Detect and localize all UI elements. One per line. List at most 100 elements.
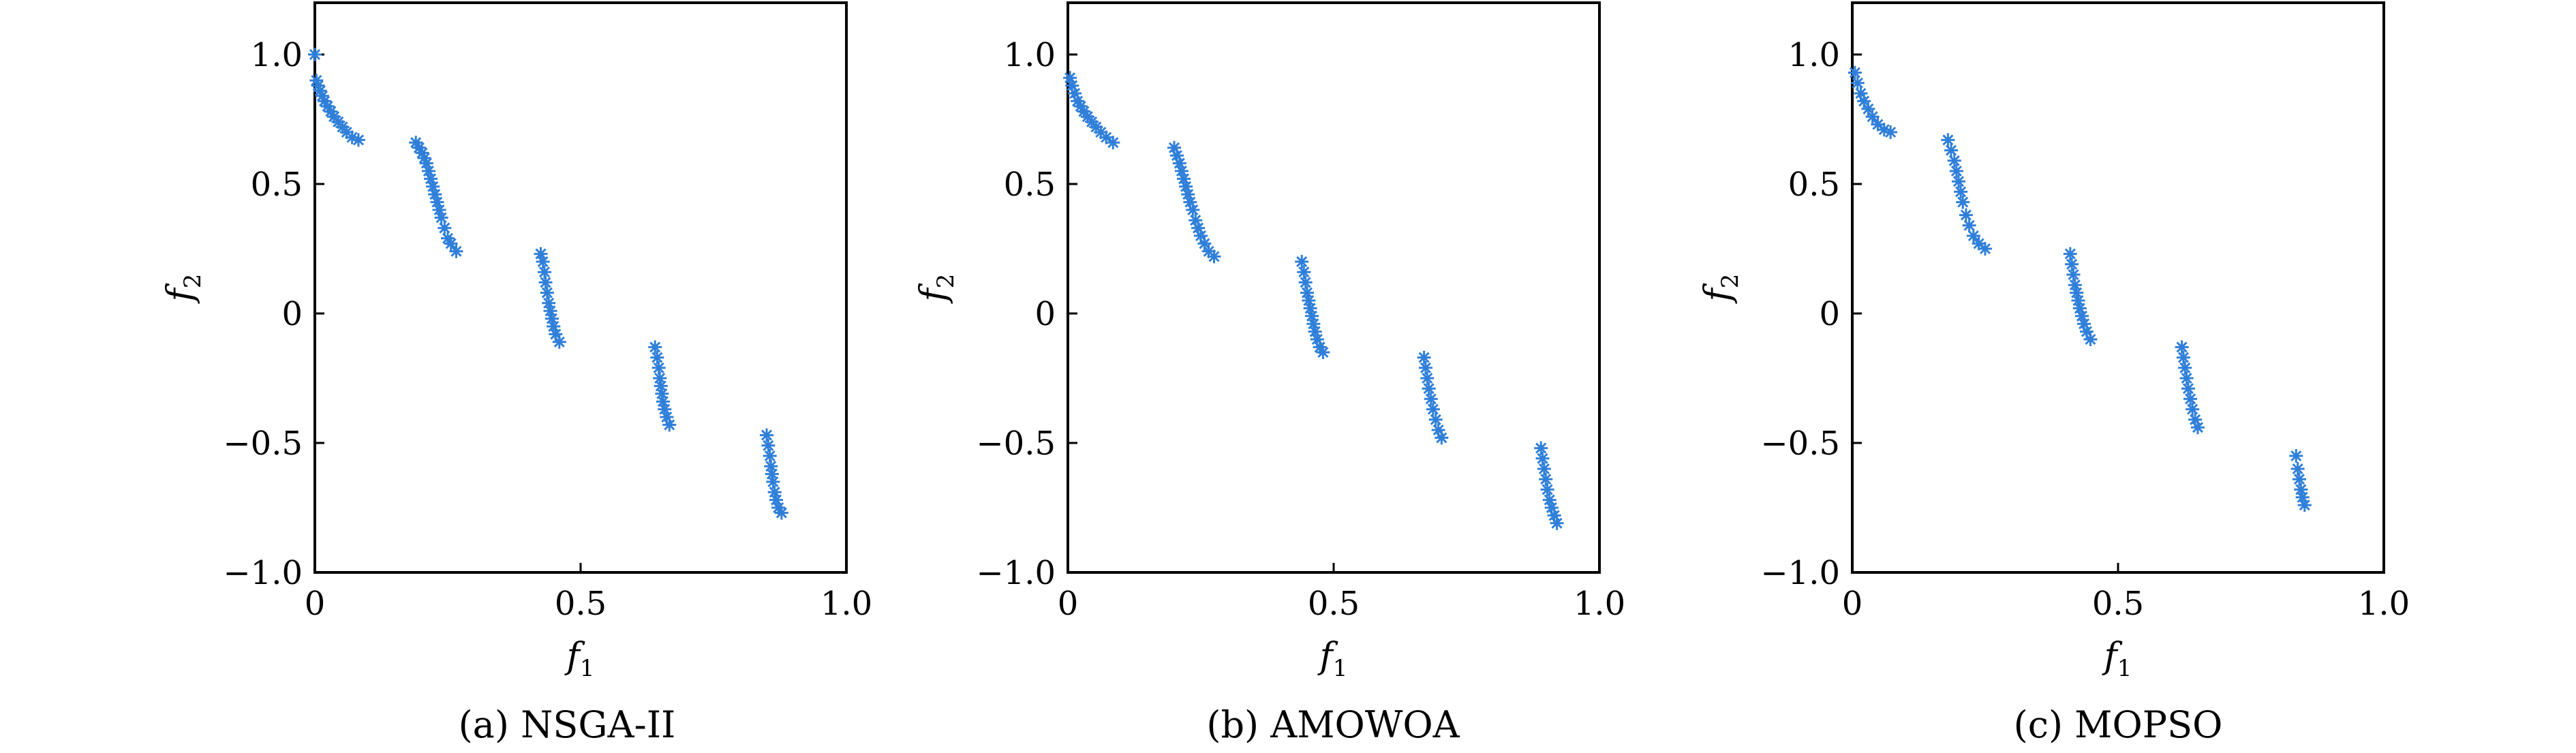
data-point [1106,136,1120,150]
data-point [1424,392,1438,406]
data-point [543,304,557,318]
x-tick-label: 0 [1842,585,1863,623]
data-point [1865,110,1880,124]
data-point [2066,268,2081,281]
data-point [2181,382,2195,396]
data-point [1420,371,1435,385]
data-point [2063,247,2077,261]
x-tick-label: 0.5 [2092,585,2144,623]
x-tick-label: 1.0 [821,585,872,623]
data-point [1941,133,1955,147]
plot-frame [313,1,848,574]
data-point [1954,185,1968,199]
data-point [538,275,553,290]
data-point [2065,257,2079,271]
y-tick-label: 0 [1034,295,1056,333]
y-tick-label: 1.0 [251,36,303,74]
data-point [1952,174,1965,189]
x-tick-label: 1.0 [1574,585,1625,623]
data-point [1297,265,1311,279]
y-tick-label: 0.5 [1788,166,1840,204]
data-point [1308,324,1322,339]
data-point [766,475,780,489]
data-point [1534,441,1548,455]
data-point [1539,472,1553,487]
data-point [1956,195,1970,209]
data-point [653,371,667,385]
data-point [2179,371,2194,385]
data-point [1295,255,1309,268]
data-point [1435,431,1449,445]
data-point [1418,360,1432,375]
data-point [540,286,554,300]
data-point [2176,350,2190,365]
x-tick-label: 0.5 [555,585,607,623]
data-point [2083,333,2098,346]
data-point [1197,236,1212,251]
data-point [2292,472,2306,487]
data-point [430,195,444,209]
data-point [1422,382,1436,396]
data-point [1302,294,1316,307]
data-point [2178,360,2192,375]
y-tick-label: −1.0 [1760,554,1840,592]
panel-amowoa: 0 0.5 1.0 −1.0 −0.5 0 0.5 1.0 f1 f2 (b) AMOWOA [913,1,1625,746]
x-axis-label: f1 [1317,636,1348,682]
data-point [1966,229,1980,243]
y-tick-label: 1.0 [1788,36,1840,74]
panel-mopso: 0 0.5 1.0 −1.0 −0.5 0 0.5 1.0 f1 f2 (c) MOPSO [1698,1,2410,746]
y-tick-label: 0.5 [1004,166,1056,204]
data-point [308,48,322,61]
x-tick-label: 0.5 [1308,585,1360,623]
data-point [1099,130,1114,144]
x-tick-label: 1.0 [2358,585,2410,623]
data-point [1847,65,1862,80]
y-tick-label: 0.5 [251,166,303,204]
data-point [2290,462,2305,476]
y-tick-label: −0.5 [976,425,1056,463]
data-point [2289,449,2303,463]
y-tick-label: −1.0 [976,554,1056,592]
data-point [1550,516,1564,530]
data-point [1540,482,1554,497]
x-tick-label: 0 [305,585,326,623]
data-point [1854,87,1868,100]
data-point [449,244,463,258]
y-tick-label: −0.5 [223,425,303,463]
data-point [1417,350,1431,365]
data-point [1186,203,1200,217]
data-point [651,360,666,375]
y-axis-label: f2 [1698,274,1744,305]
data-point [648,340,662,354]
y-tick-label: 0 [281,295,303,333]
panel-title: (b) AMOWOA [1206,703,1460,746]
data-point [537,265,551,279]
data-point [662,418,677,432]
data-point [438,221,452,235]
data-point [2186,402,2200,416]
y-tick-label: −1.0 [223,554,303,592]
panel-title: (c) MOPSO [2014,703,2223,746]
plot-frame [1067,1,1601,574]
data-point [1959,208,1973,222]
panel-nsga-ii: 0 0.5 1.0 −1.0 −0.5 0 0.5 1.0 f1 f2 (a) NSGA-II [160,1,872,746]
data-point [444,236,458,251]
x-axis-label: f1 [564,636,595,682]
data-point [536,255,550,268]
data-point [650,350,664,365]
data-point [1207,249,1221,264]
data-point [351,133,365,147]
y-tick-label: −0.5 [1760,425,1840,463]
data-point [1316,345,1330,359]
data-point [1850,76,1865,90]
data-point [1947,153,1961,168]
panel-title: (a) NSGA-II [459,703,676,746]
x-axis-label: f1 [2102,636,2132,682]
data-point [1884,125,1898,139]
data-point [1298,275,1313,290]
data-point [1978,242,1992,256]
data-point [434,211,448,225]
data-point [1949,164,1963,178]
data-point [2183,392,2198,406]
